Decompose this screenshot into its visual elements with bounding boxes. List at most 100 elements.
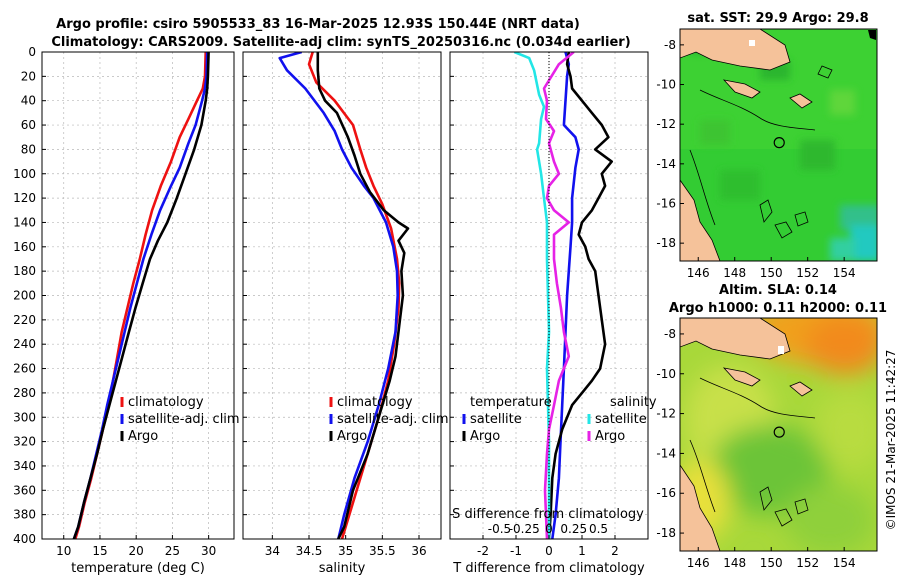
sla-map-frame [679, 317, 878, 552]
x-axis-label: salinity [319, 561, 366, 576]
y-tick-label: 120 [13, 191, 36, 205]
x-tick-label: 25 [165, 544, 180, 558]
y-tick-label: 180 [13, 264, 36, 278]
map-y-tick-label: -18 [656, 236, 676, 250]
x-tick-label: 34.5 [296, 544, 323, 558]
map-y-tick-label: -8 [664, 327, 676, 341]
x-tick-label: 1 [578, 544, 586, 558]
y-tick-label: 300 [13, 410, 36, 424]
legend-title-salinity: salinity [610, 395, 657, 410]
temperature-panel: 10 15 20 25 30 temperature (deg C) 0 20 40 60 80 10… [13, 45, 240, 576]
legend-label: satellite-adj. clim [337, 412, 449, 427]
x-tick-label: 36 [411, 544, 426, 558]
x-tick-label: 0 [545, 544, 553, 558]
sla-map-ticks: 146 148 150 152 154 -8 -10 -12 -14 -16 -18 [656, 327, 855, 570]
y-tick-label: 400 [13, 532, 36, 546]
s-diff-tick-label: 0.5 [589, 522, 608, 536]
argo-location-marker-sst [773, 137, 785, 149]
y-tick-label: 200 [13, 289, 36, 303]
x-tick-label: 30 [201, 544, 216, 558]
s-diff-tick-label: 0.25 [560, 522, 587, 536]
y-tick-label: 380 [13, 508, 36, 522]
map-y-tick-label: -10 [656, 367, 676, 381]
s-diff-axis-label: S difference from climatology [452, 507, 644, 522]
x-tick-label: -2 [477, 544, 489, 558]
series-line-t-argo [547, 52, 613, 539]
y-tick-label: 20 [21, 69, 36, 83]
sst-map-ticks: 146 148 150 152 154 -8 -10 -12 -14 -16 -18 [656, 38, 855, 280]
y-tick-label: 140 [13, 215, 36, 229]
y-tick-label: 340 [13, 459, 36, 473]
map-x-tick-label: 146 [687, 556, 710, 570]
argo-location-marker-sla [773, 426, 785, 438]
x-tick-label: 10 [56, 544, 71, 558]
legend-label: Argo [128, 429, 158, 444]
map-x-tick-label: 154 [833, 556, 856, 570]
y-tick-label: 100 [13, 167, 36, 181]
sla-map-subtitle: Argo h1000: 0.11 h2000: 0.11 [669, 301, 887, 316]
map-y-tick-label: -14 [656, 446, 676, 460]
x-tick-label: 34 [265, 544, 280, 558]
map-x-tick-label: 154 [833, 266, 856, 280]
series-line-s-satellite [513, 52, 551, 539]
series-line-argo [316, 52, 410, 539]
map-x-tick-label: 152 [796, 266, 819, 280]
map-x-tick-label: 150 [760, 556, 783, 570]
series-line-satellite-adj-clim [278, 52, 399, 539]
map-x-tick-label: 148 [723, 266, 746, 280]
figure-title-line2: Climatology: CARS2009. Satellite-adj cli… [51, 35, 630, 50]
map-x-tick-label: 148 [723, 556, 746, 570]
x-tick-label: 2 [611, 544, 619, 558]
x-tick-label: 15 [92, 544, 107, 558]
sst-map-frame [679, 28, 878, 262]
map-y-tick-label: -16 [656, 486, 676, 500]
legend-label: Argo [595, 429, 625, 444]
y-tick-label: 60 [21, 118, 36, 132]
series-line-argo [72, 52, 210, 539]
x-axis-label: temperature (deg C) [71, 561, 205, 576]
salinity-panel: 34 34.5 35 35.5 36 salinity climatology satelli… [242, 51, 449, 576]
y-tick-label: 220 [13, 313, 36, 327]
y-tick-label: 80 [21, 142, 36, 156]
map-x-tick-label: 146 [687, 266, 710, 280]
sla-map-title: Altim. SLA: 0.14 [719, 283, 837, 298]
y-tick-label: 40 [21, 94, 36, 108]
map-y-tick-label: -10 [656, 78, 676, 92]
legend-label: satellite-adj. clim [128, 412, 240, 427]
y-tick-label: 280 [13, 386, 36, 400]
sst-map-panel: sat. SST: 29.9 Argo: 29.8 [656, 11, 878, 280]
x-tick-label: 35.5 [369, 544, 396, 558]
s-diff-tick-label: 0 [545, 522, 553, 536]
map-y-tick-label: -8 [664, 38, 676, 52]
x-axis-label: T difference from climatology [452, 561, 645, 576]
map-y-tick-label: -14 [656, 157, 676, 171]
legend-label: Argo [470, 429, 500, 444]
sla-map-image [680, 318, 877, 551]
x-tick-label: 20 [129, 544, 144, 558]
sst-map-image [680, 29, 877, 261]
map-y-tick-label: -12 [656, 117, 676, 131]
credit-footer: ©IMOS 21-Mar-2025 11:42:27 [884, 350, 898, 531]
difference-panel: -2 -1 0 1 2 T difference from climatology S di… [449, 51, 657, 576]
legend-title-temperature: temperature [470, 395, 552, 410]
y-tick-label: 360 [13, 483, 36, 497]
map-x-tick-label: 152 [796, 556, 819, 570]
series-line-s-argo [542, 52, 575, 539]
y-tick-label: 160 [13, 240, 36, 254]
legend-label: climatology [128, 395, 204, 410]
map-x-tick-label: 150 [760, 266, 783, 280]
figure-title-line1: Argo profile: csiro 5905533_83 16-Mar-20… [56, 17, 580, 32]
legend-label: satellite [595, 412, 647, 427]
y-tick-label: 0 [28, 45, 36, 59]
legend-label: satellite [470, 412, 522, 427]
map-y-tick-label: -18 [656, 526, 676, 540]
y-tick-label: 260 [13, 362, 36, 376]
s-diff-tick-label: -0.5 [488, 522, 511, 536]
x-tick-label: 35 [338, 544, 353, 558]
y-tick-label: 320 [13, 435, 36, 449]
y-tick-label: 240 [13, 337, 36, 351]
legend-label: climatology [337, 395, 413, 410]
sla-map-panel: Altim. SLA: 0.14 Argo h1000: 0.11 h2000:… [656, 283, 887, 570]
x-tick-label: -1 [510, 544, 522, 558]
s-diff-tick-label: -0.25 [509, 522, 540, 536]
